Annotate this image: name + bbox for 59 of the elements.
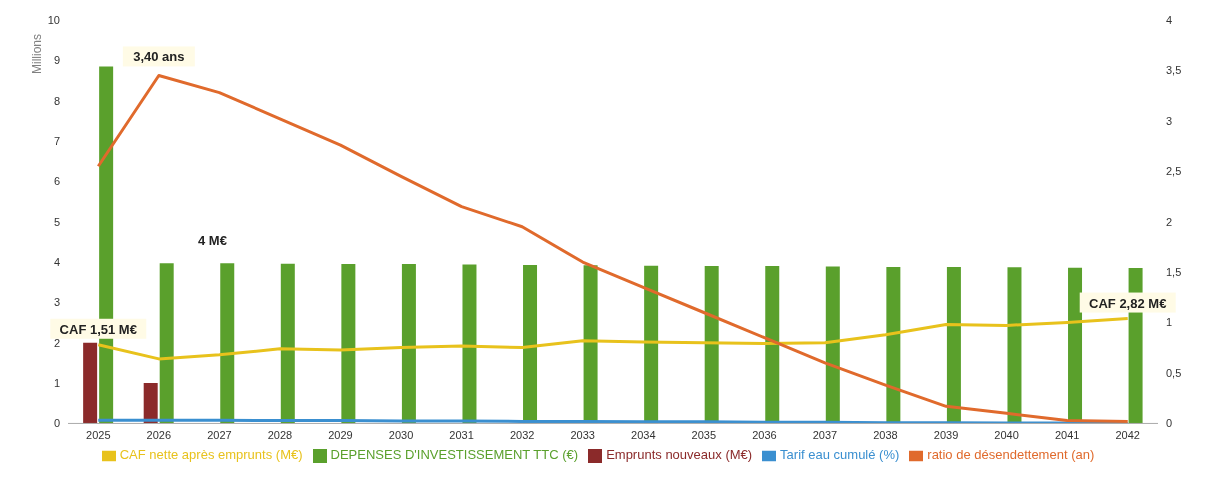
- x-tick-label: 2029: [328, 429, 353, 442]
- y2-tick-label: 3,5: [1166, 64, 1182, 77]
- y-tick-label: 6: [53, 175, 60, 188]
- bar: [341, 264, 356, 424]
- y-tick-label: 5: [53, 215, 60, 228]
- x-tick-label: 2042: [1115, 429, 1140, 442]
- bar: [946, 266, 961, 424]
- x-tick-label: 2038: [873, 429, 898, 442]
- x-tick-label: 2040: [994, 429, 1019, 442]
- bar: [1007, 267, 1022, 424]
- x-tick-label: 2035: [691, 429, 717, 442]
- x-tick-label: 2030: [388, 429, 414, 442]
- y-tick-label: 2: [53, 336, 60, 349]
- y2-tick-label: 0,5: [1166, 366, 1182, 379]
- legend-label: DEPENSES D'INVESTISSEMENT TTC (€): [330, 447, 579, 463]
- y-tick-label: 7: [53, 134, 60, 147]
- y-tick-label: 10: [47, 13, 60, 26]
- legend-label: Emprunts nouveaux (M€): [606, 447, 753, 463]
- x-tick-label: 2025: [86, 429, 111, 442]
- x-tick-label: 2039: [933, 429, 959, 442]
- x-tick-label: 2026: [146, 429, 172, 442]
- legend-label: CAF nette après emprunts (M€): [119, 447, 303, 463]
- y2-tick-label: 4: [1166, 13, 1173, 26]
- y-axis-title: Millions: [29, 33, 44, 74]
- annotation: 4 M€: [198, 233, 227, 248]
- bar: [143, 383, 158, 424]
- legend-label: Tarif eau cumulé (%): [780, 447, 900, 463]
- bar: [280, 263, 295, 424]
- bar: [765, 266, 780, 424]
- x-tick-label: 2032: [509, 429, 535, 442]
- annotation: CAF 1,51 M€: [59, 321, 137, 337]
- y2-tick-label: 0: [1166, 417, 1173, 430]
- y-tick-label: 8: [53, 94, 60, 107]
- x-tick-label: 2041: [1054, 429, 1080, 442]
- y2-tick-label: 1: [1166, 316, 1173, 329]
- y2-tick-label: 3: [1166, 114, 1173, 127]
- y-tick-label: 0: [53, 417, 60, 430]
- y2-tick-label: 1,5: [1166, 266, 1182, 279]
- x-tick-label: 2036: [752, 429, 777, 442]
- bar: [825, 266, 840, 424]
- x-tick-label: 2031: [449, 429, 474, 442]
- bar: [159, 263, 174, 424]
- x-tick-label: 2037: [812, 429, 838, 442]
- x-tick-label: 2033: [570, 429, 595, 442]
- y-tick-label: 4: [53, 255, 60, 268]
- y-tick-label: 9: [53, 54, 60, 67]
- x-tick-label: 2027: [207, 429, 232, 442]
- y-tick-label: 1: [53, 377, 60, 389]
- y-tick-label: 3: [53, 296, 60, 309]
- annotation: 3,40 ans: [133, 49, 185, 65]
- bar: [220, 263, 235, 424]
- bar: [83, 342, 98, 424]
- y2-tick-label: 2,5: [1166, 165, 1182, 178]
- legend-label: ratio de désendettement (an): [927, 447, 1095, 463]
- annotation: CAF 2,82 M€: [1089, 295, 1167, 311]
- x-tick-label: 2028: [267, 429, 293, 442]
- x-tick-label: 2034: [631, 429, 656, 442]
- bar: [886, 266, 901, 424]
- y2-tick-label: 2: [1166, 215, 1173, 228]
